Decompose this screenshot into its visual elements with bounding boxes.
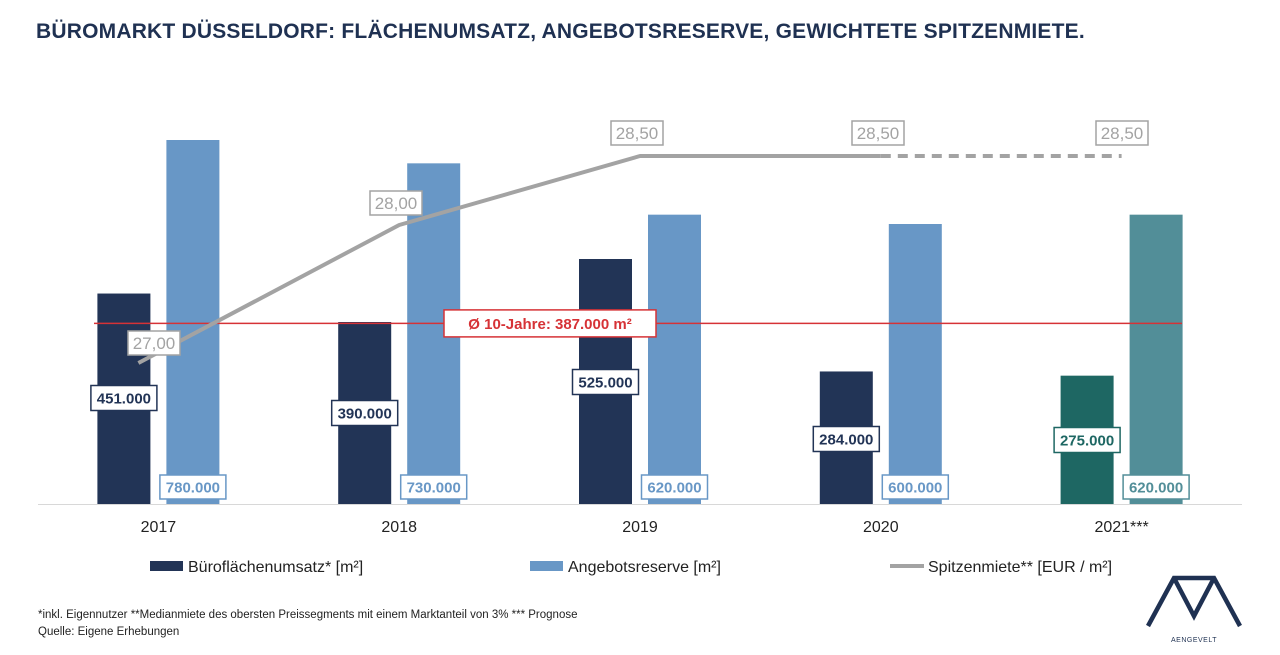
value-umsatz-2017: 451.000 [97,390,151,407]
legend-swatch-umsatz [150,561,183,571]
legend-label: Spitzenmiete** [EUR / m²] [928,559,1112,576]
value-umsatz-2021***-box [1053,426,1121,454]
value-umsatz-2017-box [90,384,158,412]
rent-label-2019-box [610,120,664,146]
value-reserve-2017: 780.000 [166,479,220,496]
rent-line-solid [137,154,881,365]
x-tick-label: 2021*** [1094,519,1148,536]
value-umsatz-2020: 284.000 [819,431,873,448]
x-tick-label: 2020 [863,519,899,536]
value-reserve-2018-box [399,474,468,500]
x-tick-label: 2019 [622,519,658,536]
value-reserve-2019: 620.000 [647,479,701,496]
value-reserve-2020-box [881,474,950,500]
rent-label-2019: 28,50 [616,124,659,143]
legend-label: Angebotsreserve [m²] [568,559,721,576]
value-reserve-2018: 730.000 [407,479,461,496]
footnote-source: Quelle: Eigene Erhebungen [38,626,180,638]
bar-reserve-2020 [888,224,942,504]
legend-label: Büroflächenumsatz* [m²] [188,559,363,576]
average-label-box [443,309,657,338]
value-reserve-2019-box [640,474,709,500]
rent-label-2021***: 28,50 [1101,124,1144,143]
rent-label-2017: 27,00 [133,334,176,353]
aengevelt-logo-icon [1146,575,1242,628]
bar-reserve-2021*** [1129,214,1183,504]
value-reserve-2020: 600.000 [888,479,942,496]
rent-label-2017-box [127,330,181,356]
rent-label-2020-box [851,120,905,146]
bar-reserve-2017 [166,140,220,504]
rent-label-2018-box [369,190,423,216]
x-tick-label: 2018 [381,519,417,536]
value-umsatz-2019-box [571,368,640,396]
value-umsatz-2020-box [812,425,881,453]
rent-label-2020: 28,50 [857,124,900,143]
chart-title: BÜROMARKT DÜSSELDORF: FLÄCHENUMSATZ, ANG… [36,20,1085,43]
value-umsatz-2018-box [330,399,399,427]
chart-svg: 2017 2018 2019 2020 2021*** 27,00 28,00 28,50 28… [38,120,1242,576]
value-umsatz-2018: 390.000 [338,405,392,422]
value-umsatz-2019: 525.000 [578,374,632,391]
bar-reserve-2019 [648,214,701,504]
value-umsatz-2021***: 275.000 [1060,432,1114,449]
rent-label-2018: 28,00 [375,194,418,213]
value-reserve-2017-box [159,474,227,500]
logo-text: AENGEVELT [1171,637,1217,644]
x-tick-label: 2017 [141,519,177,536]
value-reserve-2021***-box [1122,474,1190,500]
average-label: Ø 10-Jahre: 387.000 m² [468,316,631,333]
value-reserve-2021***: 620.000 [1129,479,1183,496]
rent-label-2021***-box [1095,120,1149,146]
legend-swatch-reserve [530,561,563,571]
footnote-definitions: *inkl. Eigennutzer **Medianmiete des obe… [38,609,578,621]
